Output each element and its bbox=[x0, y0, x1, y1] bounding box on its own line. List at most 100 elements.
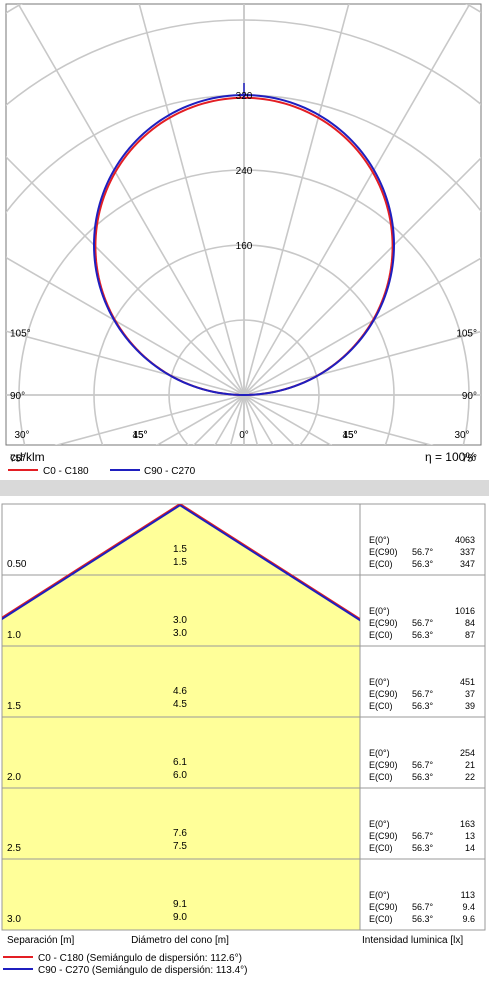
intensity-angle: 56.7° bbox=[412, 760, 434, 770]
cone-header: Diámetro del cono [m] bbox=[131, 935, 229, 946]
intensity-value: 347 bbox=[460, 559, 475, 569]
cone-diameter-c0: 6.0 bbox=[173, 770, 187, 781]
polar-angle-label-left: 30° bbox=[14, 430, 29, 441]
intensity-angle: 56.7° bbox=[412, 547, 434, 557]
intensity-row-cell bbox=[359, 716, 486, 789]
separation-value: 2.5 bbox=[7, 843, 21, 854]
cone-diameter-c90: 7.6 bbox=[173, 828, 187, 839]
intensity-value: 163 bbox=[460, 819, 475, 829]
polar-angle-label-bottom: 0° bbox=[239, 430, 249, 441]
cone-edge-c0 bbox=[2, 504, 181, 619]
intensity-value: 37 bbox=[465, 689, 475, 699]
polar-radial-tick-label: 240 bbox=[236, 166, 253, 177]
polar-grid-spoke bbox=[6, 256, 245, 396]
intensity-label: E(0°) bbox=[369, 606, 390, 616]
intensity-row-cell bbox=[359, 574, 486, 647]
intensity-label: E(0°) bbox=[369, 819, 390, 829]
polar-angle-label-right: 30° bbox=[454, 430, 469, 441]
cone-diameter-c90: 4.6 bbox=[173, 686, 187, 697]
intensity-label: E(0°) bbox=[369, 677, 390, 687]
polar-radial-tick-label: 160 bbox=[236, 241, 253, 252]
polar-grid-spoke bbox=[138, 4, 245, 396]
polar-angle-label-right: 45° bbox=[342, 430, 357, 441]
cone-diameter-c0: 1.5 bbox=[173, 557, 187, 568]
polar-angle-label-left: 90° bbox=[10, 391, 25, 402]
intensity-angle: 56.3° bbox=[412, 630, 434, 640]
cone-edge-c90 bbox=[179, 504, 360, 622]
polar-legend-label-c0: C0 - C180 bbox=[43, 466, 89, 477]
polar-angle-label-right: 75° bbox=[462, 454, 477, 465]
intensity-label: E(C90) bbox=[369, 547, 398, 557]
cone-diameter-c90: 1.5 bbox=[173, 544, 187, 555]
cone-legend-label: C0 - C180 (Semiángulo de dispersión: 112… bbox=[38, 953, 242, 964]
polar-grid-spoke bbox=[17, 4, 245, 396]
intensity-value: 254 bbox=[460, 748, 475, 758]
cone-diameter-c0: 9.0 bbox=[173, 912, 187, 923]
intensity-value: 337 bbox=[460, 547, 475, 557]
polar-angle-label-left: 15° bbox=[132, 430, 147, 441]
polar-grid-spoke bbox=[6, 155, 245, 396]
separation-value: 2.0 bbox=[7, 772, 21, 783]
intensity-value: 21 bbox=[465, 760, 475, 770]
intensity-row-cell bbox=[359, 858, 486, 931]
intensity-value: 22 bbox=[465, 772, 475, 782]
intensity-label: E(C0) bbox=[369, 843, 393, 853]
section-separator bbox=[0, 480, 489, 496]
intensity-label: E(C90) bbox=[369, 902, 398, 912]
intensity-label: E(0°) bbox=[369, 535, 390, 545]
cone-diameter-c0: 4.5 bbox=[173, 699, 187, 710]
intensity-label: E(C90) bbox=[369, 618, 398, 628]
intensity-value: 451 bbox=[460, 677, 475, 687]
polar-angle-label-left: 75° bbox=[10, 454, 25, 465]
intensity-label: E(C0) bbox=[369, 630, 393, 640]
intensity-value: 113 bbox=[461, 890, 475, 900]
separation-value: 0.50 bbox=[7, 559, 27, 570]
separation-header: Separación [m] bbox=[7, 935, 74, 946]
intensity-angle: 56.3° bbox=[412, 701, 434, 711]
intensity-label: E(C90) bbox=[369, 831, 398, 841]
polar-grid-spoke bbox=[243, 330, 481, 396]
intensity-angle: 56.3° bbox=[412, 559, 434, 569]
intensity-value: 14 bbox=[465, 843, 475, 853]
intensity-label: E(C90) bbox=[369, 760, 398, 770]
polar-grid-spoke bbox=[243, 4, 471, 396]
cone-row-border bbox=[1, 858, 361, 931]
cone-edge-c0 bbox=[179, 504, 360, 621]
polar-grid-spoke bbox=[243, 257, 481, 396]
intensity-angle: 56.3° bbox=[412, 772, 434, 782]
intensity-angle: 56.7° bbox=[412, 689, 434, 699]
cone-diameter-c90: 3.0 bbox=[173, 615, 187, 626]
intensity-row-cell bbox=[359, 787, 486, 860]
polar-efficiency-label: η = 100% bbox=[425, 450, 476, 464]
intensity-label: E(0°) bbox=[369, 748, 390, 758]
separation-value: 1.5 bbox=[7, 701, 21, 712]
polar-angle-label-right: 105° bbox=[456, 328, 477, 339]
intensity-angle: 56.3° bbox=[412, 843, 434, 853]
intensity-angle: 56.7° bbox=[412, 902, 434, 912]
intensity-label: E(C0) bbox=[369, 559, 393, 569]
polar-grid-spoke bbox=[6, 330, 245, 396]
intensity-angle: 56.7° bbox=[412, 831, 434, 841]
cone-edge-c90 bbox=[2, 504, 181, 621]
polar-radial-tick-label: 320 bbox=[236, 91, 253, 102]
polar-grid-spoke bbox=[243, 156, 481, 396]
polar-angle-label-left: 45° bbox=[132, 430, 147, 441]
cone-diameter-c90: 6.1 bbox=[173, 757, 187, 768]
cone-diameter-c90: 9.1 bbox=[173, 899, 187, 910]
cone-legend-label: C90 - C270 (Semiángulo de dispersión: 11… bbox=[38, 965, 248, 976]
intensity-value: 87 bbox=[465, 630, 475, 640]
intensity-angle: 56.3° bbox=[412, 914, 434, 924]
intensity-value: 9.4 bbox=[462, 902, 475, 912]
intensity-value: 1016 bbox=[455, 606, 475, 616]
polar-angle-label-right: 90° bbox=[462, 391, 477, 402]
polar-diagram: 160240320105°105°90°90°75°75°60°60°45°45… bbox=[0, 0, 489, 480]
polar-grid-spoke bbox=[243, 4, 350, 396]
polar-grid-spoke bbox=[243, 394, 434, 445]
separation-value: 1.0 bbox=[7, 630, 21, 641]
intensity-row-cell bbox=[359, 503, 486, 576]
intensity-row-cell bbox=[359, 645, 486, 718]
polar-legend-label-c90: C90 - C270 bbox=[144, 466, 196, 477]
intensity-angle: 56.7° bbox=[412, 618, 434, 628]
intensity-label: E(C0) bbox=[369, 701, 393, 711]
